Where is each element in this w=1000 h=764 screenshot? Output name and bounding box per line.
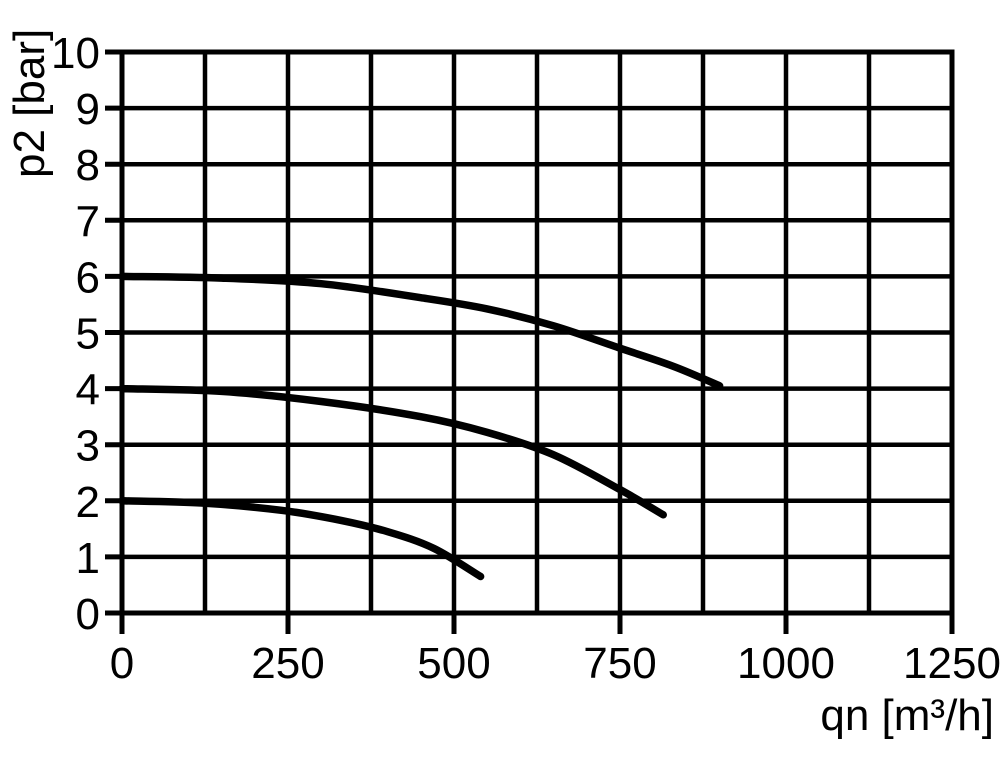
flow-curve (118, 497, 485, 581)
y-tick-label: 2 (76, 478, 100, 527)
y-tick-labels: 0 1 2 3 4 5 6 7 8 9 10 (51, 29, 100, 639)
y-tick-label: 5 (76, 310, 100, 359)
y-tick-label: 4 (76, 366, 100, 415)
y-tick-label: 10 (51, 29, 100, 78)
y-tick-label: 9 (76, 85, 100, 134)
x-tick-label: 0 (110, 639, 134, 688)
y-tick-label: 8 (76, 141, 100, 190)
y-tick-label: 3 (76, 422, 100, 471)
x-tick-label: 750 (583, 639, 656, 688)
x-tick-label: 1000 (737, 639, 835, 688)
flow-curve (118, 384, 667, 519)
x-axis-label: qn [m³/h] (820, 691, 994, 740)
grid-lines (119, 49, 955, 616)
y-tick-label: 6 (76, 253, 100, 302)
x-tick-label: 250 (251, 639, 324, 688)
x-tick-label: 500 (417, 639, 490, 688)
y-tick-label: 7 (76, 197, 100, 246)
x-tick-label: 1250 (903, 639, 1000, 688)
flow-curves (118, 272, 724, 581)
x-tick-labels: 0 250 500 750 1000 1250 (110, 639, 1000, 688)
flow-curve (118, 272, 724, 390)
axis-ticks (105, 49, 955, 634)
y-tick-label: 0 (76, 590, 100, 639)
y-axis-label: p2 [bar] (5, 29, 54, 178)
y-tick-label: 1 (76, 534, 100, 583)
